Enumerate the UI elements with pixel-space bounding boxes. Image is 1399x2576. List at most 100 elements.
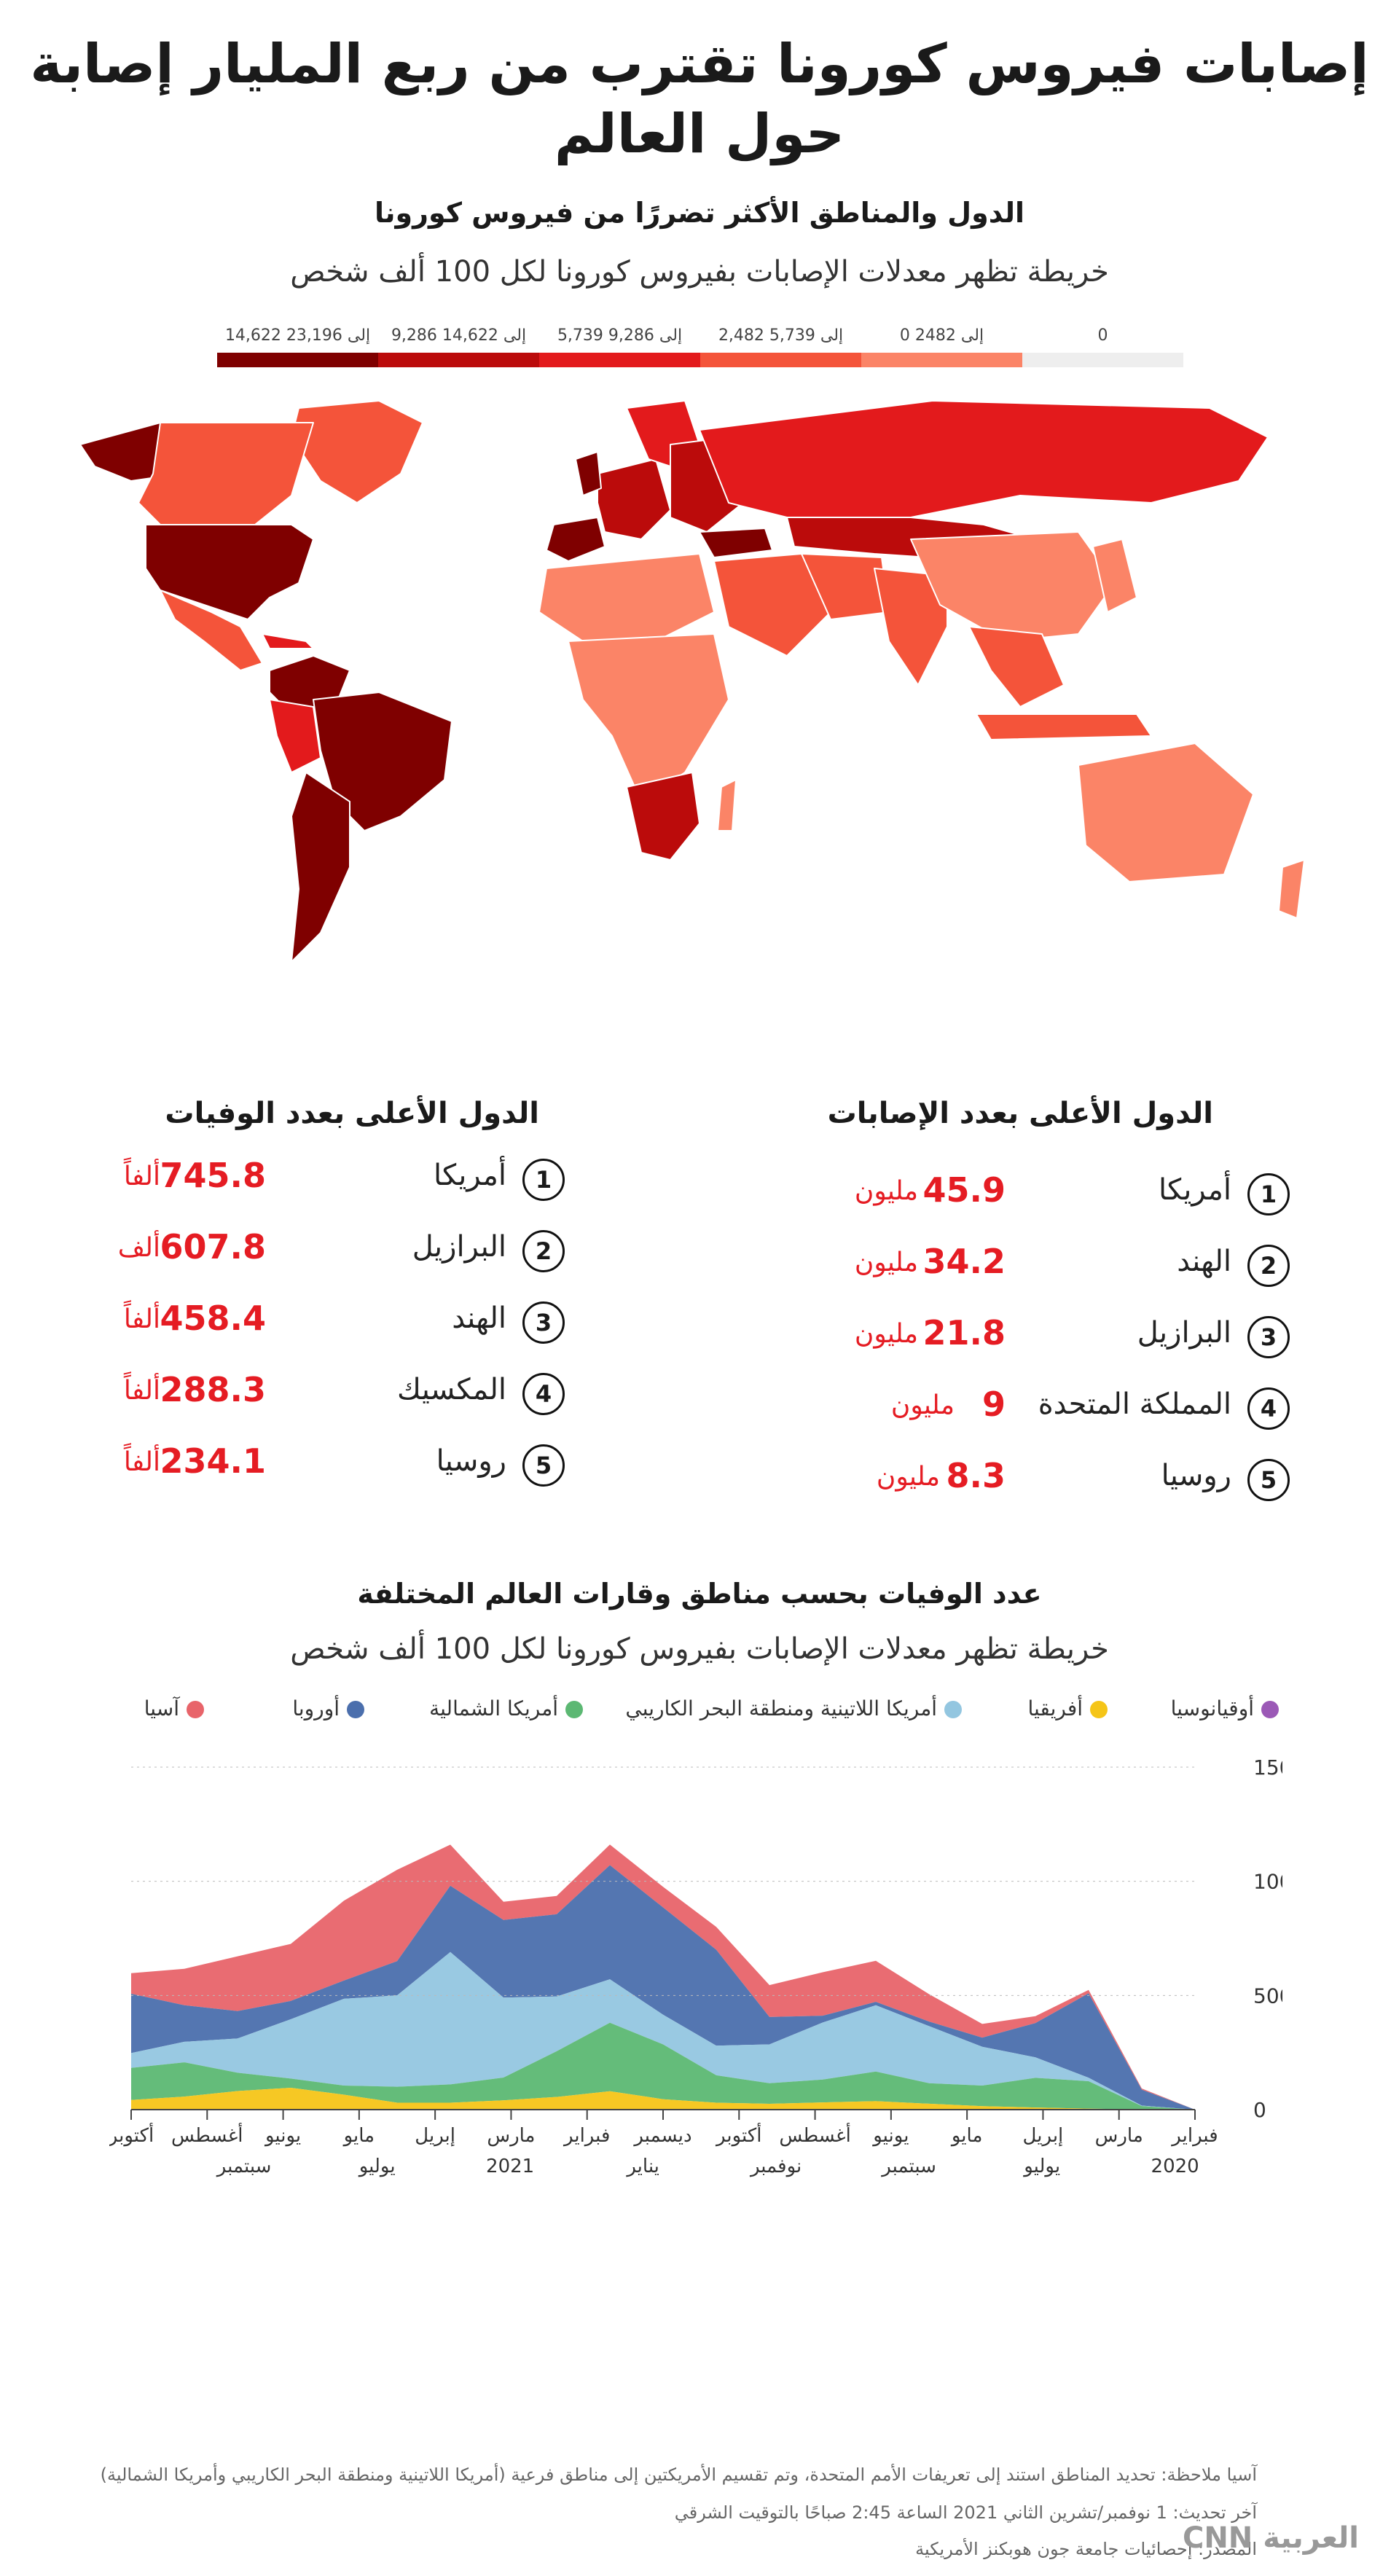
cases-table-title: الدول الأعلى بعدد الإصابات — [827, 1097, 1213, 1130]
chart-title: عدد الوفيات بحسب مناطق وقارات العالم الم… — [357, 1578, 1042, 1610]
x-tick-label: أكتوبر — [109, 2122, 154, 2147]
x-tick-label: يوليو — [1022, 2156, 1060, 2177]
legend-swatch — [217, 353, 378, 367]
legend-label: 9,286 إلى 14,622 — [391, 326, 527, 345]
x-tick-label: أكتوبر — [715, 2122, 761, 2147]
rank-badge: 1 — [522, 1159, 565, 1201]
update-text: آخر تحديث: 1 نوفمبر/تشرين الثاني 2021 ال… — [674, 2502, 1257, 2523]
deaths-table-title: الدول الأعلى بعدد الوفيات — [165, 1097, 539, 1130]
peru-bolivia-region — [269, 699, 321, 773]
legend-label: أمريكا الشمالية — [429, 1696, 558, 1720]
x-tick-label: 2021 — [486, 2156, 534, 2177]
note-body: ملاحظة: تحديد المناطق استند إلى تعريفات … — [100, 2465, 1222, 2485]
legend-swatch — [944, 1701, 962, 1718]
country-name: الهند — [452, 1301, 506, 1335]
y-tick-label: 5000 — [1253, 1984, 1282, 2008]
table-row: 5 روسيا 234.1 ألفاً — [0, 1441, 1399, 1495]
death-count: 288.3 — [160, 1370, 266, 1409]
north-africa-region — [538, 553, 715, 642]
legend-item-europe: أوروبا — [292, 1696, 364, 1720]
table-row: 2 البرازيل 607.8 ألف — [0, 1227, 1399, 1281]
series-area-1: أفريقيا — [131, 2088, 1195, 2110]
russia-region — [699, 400, 1269, 518]
x-tick-label: يونيو — [871, 2125, 909, 2147]
country-name: المملكة المتحدة — [1038, 1387, 1231, 1421]
legend-swatch — [539, 353, 700, 367]
new-zealand-region — [1278, 859, 1305, 919]
case-count: 34.2 — [922, 1242, 1006, 1281]
death-count: 458.4 — [160, 1299, 266, 1338]
series-area-4: أوروبا — [131, 1865, 1195, 2110]
case-unit: مليون — [854, 1319, 918, 1349]
case-unit: مليون — [854, 1176, 918, 1206]
rank-badge: 3 — [1247, 1316, 1290, 1358]
country-name: روسيا — [1161, 1459, 1231, 1492]
legend-swatch — [861, 353, 1022, 367]
china-region — [910, 531, 1116, 642]
uk-region — [575, 451, 602, 496]
rank-badge: 5 — [522, 1444, 565, 1487]
country-name: أمريكا — [433, 1159, 506, 1192]
case-count: 9 — [981, 1385, 1006, 1424]
x-tick-label: أغسطس — [171, 2122, 243, 2147]
death-unit: ألفاً — [123, 1447, 160, 1477]
rank-badge: 2 — [1247, 1245, 1290, 1287]
world-choropleth-map — [79, 400, 1305, 963]
x-tick-label: يوليو — [358, 2156, 396, 2177]
table-row: 4 المملكة المتحدة 9 مليون — [0, 1385, 1399, 1438]
x-tick-label: مارس — [1095, 2125, 1143, 2147]
death-count: 234.1 — [160, 1441, 266, 1481]
series-area-2: أمريكا الشمالية — [131, 2022, 1195, 2110]
caribbean-region — [262, 633, 314, 649]
rank-badge: 3 — [522, 1301, 565, 1344]
legend-label: آسيا — [144, 1696, 179, 1720]
legend-item: 9,286 إلى 14,622 — [378, 326, 539, 370]
x-tick-label: نوفمبر — [749, 2156, 802, 2177]
rank-badge: 4 — [522, 1373, 565, 1415]
cnn-arabic-logo: CNN العربية — [1182, 2521, 1359, 2555]
page-title: إصابات فيروس كورونا تقترب من ربع المليار… — [0, 29, 1399, 169]
x-tick-label: 2020 — [1151, 2156, 1199, 2177]
rank-badge: 5 — [1247, 1459, 1290, 1501]
series-area-3: أمريكا اللاتينية ومنطقة البحر الكاريبي — [131, 1951, 1195, 2110]
y-tick-label: 15000 — [1253, 1755, 1282, 1780]
legend-label: 2,482 إلى 5,739 — [718, 326, 844, 345]
country-name: روسيا — [436, 1444, 506, 1478]
australia-region — [1078, 743, 1254, 882]
y-tick-label: 0 — [1253, 2098, 1266, 2122]
source-text: المصدر: إحصائيات جامعة جون هوبكنز الأمري… — [915, 2539, 1257, 2559]
case-unit: مليون — [890, 1390, 955, 1420]
death-unit: ألفاً — [123, 1304, 160, 1334]
table-row: 3 الهند 458.4 ألفاً — [0, 1299, 1399, 1352]
death-unit: ألف — [117, 1233, 160, 1263]
legend-item-africa: أفريقيا — [1027, 1696, 1108, 1720]
legend-item: 14,622 إلى 23,196 — [217, 326, 378, 370]
legend-swatch — [378, 353, 539, 367]
map-legend: 0 0 إلى 2482 2,482 إلى 5,739 5,739 إلى 9,28… — [217, 326, 1183, 370]
x-tick-label: مايو — [950, 2125, 983, 2147]
legend-item-latin-america: أمريكا اللاتينية ومنطقة البحر الكاريبي — [625, 1696, 962, 1720]
case-count: 45.9 — [922, 1170, 1006, 1210]
case-count: 21.8 — [922, 1313, 1006, 1352]
map-title: الدول والمناطق الأكثر تضررًا من فيروس كو… — [374, 197, 1025, 229]
y-tick-label: 10000 — [1253, 1870, 1282, 1894]
legend-item-oceania: أوقيانوسيا — [1171, 1696, 1279, 1720]
brazil-region — [313, 692, 452, 831]
country-name: أمريكا — [1158, 1173, 1231, 1207]
argentina-chile-region — [291, 772, 350, 963]
x-tick-label: يونيو — [264, 2125, 301, 2147]
note-text: آسيا ملاحظة: تحديد المناطق استند إلى تعر… — [101, 2465, 1257, 2485]
case-count: 8.3 — [946, 1456, 1006, 1495]
legend-label: أوروبا — [292, 1696, 340, 1720]
legend-swatch — [565, 1701, 583, 1718]
note-prefix: آسيا — [1226, 2465, 1257, 2485]
legend-swatch — [187, 1701, 204, 1718]
table-row: 1 أمريكا 45.9 مليون — [0, 1170, 1399, 1224]
case-unit: مليون — [876, 1462, 940, 1492]
country-name: المكسيك — [397, 1373, 506, 1406]
x-tick-label: سبتمبر — [880, 2156, 936, 2177]
table-row: 3 البرازيل 21.8 مليون — [0, 1313, 1399, 1367]
turkey-region — [699, 528, 773, 558]
x-tick-label: فبراير — [563, 2125, 610, 2147]
